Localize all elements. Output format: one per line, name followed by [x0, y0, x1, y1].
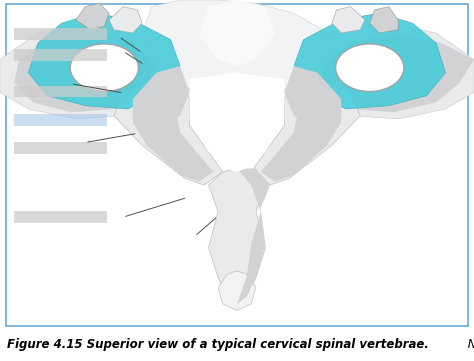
Polygon shape: [114, 73, 223, 185]
Polygon shape: [237, 169, 270, 304]
Polygon shape: [76, 3, 109, 30]
Text: Figure 4.15 Superior view of a typical cervical spinal vertebrae.: Figure 4.15 Superior view of a typical c…: [7, 338, 429, 351]
Polygon shape: [370, 6, 398, 33]
Polygon shape: [218, 271, 256, 310]
Polygon shape: [161, 73, 313, 103]
Polygon shape: [294, 23, 474, 119]
Polygon shape: [332, 6, 365, 33]
Polygon shape: [261, 86, 341, 182]
Bar: [14, 211, 107, 223]
Polygon shape: [142, 0, 332, 99]
Polygon shape: [190, 73, 284, 172]
Polygon shape: [109, 6, 142, 33]
Polygon shape: [284, 66, 341, 132]
Polygon shape: [199, 0, 275, 66]
Bar: [14, 114, 107, 126]
Polygon shape: [322, 33, 474, 112]
Polygon shape: [0, 23, 180, 119]
Polygon shape: [209, 169, 265, 304]
Polygon shape: [251, 73, 360, 185]
Polygon shape: [294, 13, 446, 109]
Polygon shape: [133, 86, 213, 182]
Bar: [14, 142, 107, 153]
Circle shape: [70, 44, 138, 91]
Bar: [14, 86, 107, 97]
Polygon shape: [14, 33, 156, 112]
Circle shape: [337, 45, 402, 90]
Polygon shape: [28, 13, 180, 109]
Bar: [14, 28, 107, 40]
Text: Note: Note: [464, 338, 474, 351]
Circle shape: [72, 45, 137, 90]
FancyBboxPatch shape: [6, 4, 468, 326]
Bar: [14, 49, 107, 61]
Polygon shape: [133, 66, 190, 132]
Circle shape: [336, 44, 404, 91]
